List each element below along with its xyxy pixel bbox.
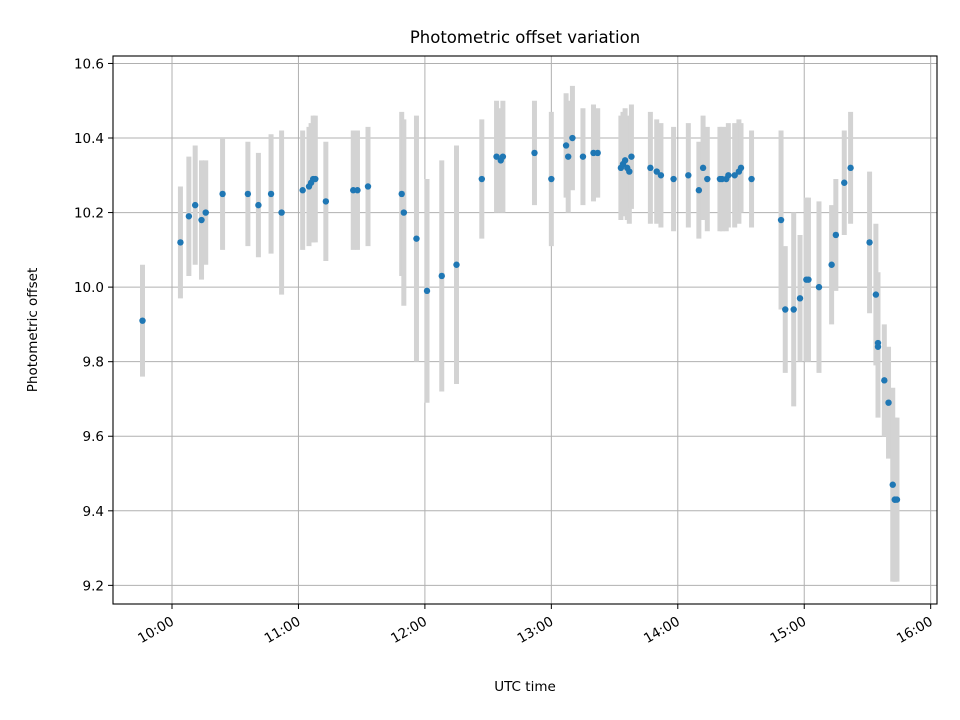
y-tick-label: 10.4 <box>74 131 104 147</box>
data-point <box>438 272 445 280</box>
data-point <box>478 175 485 183</box>
y-tick-label: 9.2 <box>83 578 104 594</box>
y-tick-label: 9.8 <box>83 355 104 371</box>
data-point <box>267 190 275 198</box>
y-axis-label: Photometric offset <box>25 268 41 392</box>
data-point <box>731 172 738 179</box>
data-point <box>579 153 587 160</box>
data-point <box>565 153 572 160</box>
data-point <box>255 201 262 209</box>
data-point <box>881 377 888 384</box>
data-point <box>594 149 601 157</box>
plot-frame <box>112 55 938 605</box>
data-point <box>244 190 252 198</box>
y-tick-label: 10.2 <box>74 206 104 222</box>
data-point <box>653 168 660 175</box>
data-point <box>889 481 896 488</box>
data-point <box>699 164 707 172</box>
data-point <box>828 261 835 268</box>
data-point <box>548 175 555 183</box>
data-point <box>299 187 306 194</box>
data-point <box>621 157 629 164</box>
data-point <box>423 287 431 295</box>
data-point <box>531 149 538 157</box>
data-point <box>782 306 789 313</box>
data-point <box>737 164 745 172</box>
data-point <box>569 134 576 142</box>
data-point <box>493 153 500 160</box>
data-point <box>704 175 711 183</box>
data-point <box>885 399 892 406</box>
data-point <box>278 209 285 216</box>
data-point <box>796 295 804 302</box>
data-point <box>139 317 146 324</box>
data-point <box>198 216 205 224</box>
data-point <box>866 239 873 246</box>
data-point <box>400 209 408 216</box>
data-point <box>893 496 901 503</box>
data-point <box>790 306 797 313</box>
data-point <box>657 172 665 179</box>
y-tick-label: 10.6 <box>74 56 104 72</box>
chart-title: Photometric offset variation <box>410 28 640 47</box>
data-point <box>177 239 184 246</box>
y-tick-label: 10.0 <box>74 280 104 296</box>
data-point <box>805 276 812 283</box>
data-point <box>354 187 361 194</box>
data-point <box>832 231 840 239</box>
data-point <box>453 261 460 268</box>
data-point <box>647 164 654 172</box>
data-point <box>312 175 319 183</box>
data-point <box>191 201 199 209</box>
data-point <box>626 168 633 175</box>
data-point <box>748 175 755 183</box>
data-point <box>815 283 823 291</box>
data-point <box>670 175 677 183</box>
data-point <box>219 190 226 198</box>
data-point <box>695 187 703 194</box>
data-point <box>874 343 882 350</box>
data-point <box>364 183 372 190</box>
data-point <box>499 153 507 160</box>
data-point <box>413 235 420 242</box>
y-tick-label: 9.4 <box>83 504 104 520</box>
data-point <box>872 291 880 298</box>
data-point <box>562 142 570 149</box>
data-point <box>322 198 330 205</box>
data-point <box>628 153 635 160</box>
x-axis-label: UTC time <box>494 679 556 695</box>
y-tick-label: 9.6 <box>83 429 104 445</box>
data-point <box>841 179 848 186</box>
data-point <box>685 172 692 179</box>
data-point <box>185 213 193 220</box>
y-axis-ticks: 9.2 9.4 9.6 9.8 10.0 10.2 10.4 10.6 <box>74 56 113 594</box>
data-points <box>139 134 901 503</box>
data-point <box>777 216 785 224</box>
data-point <box>725 172 732 179</box>
data-point <box>202 209 209 216</box>
data-point <box>847 164 854 172</box>
data-point <box>398 190 405 198</box>
